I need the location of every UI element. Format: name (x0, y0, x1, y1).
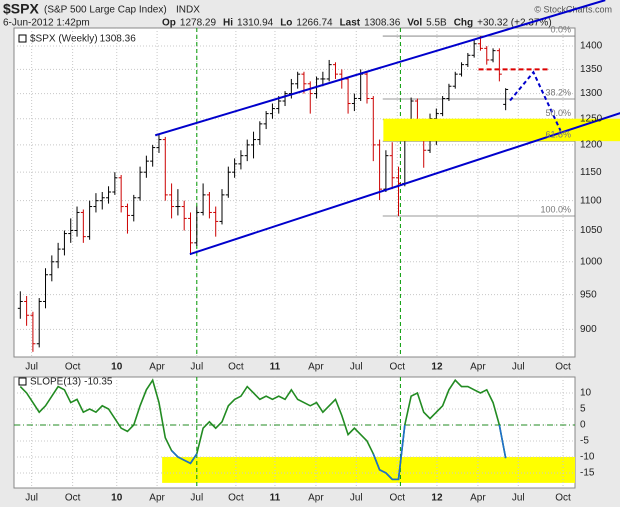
y-tick-label: 1250 (580, 113, 603, 124)
y-tick-label: 1050 (580, 225, 603, 236)
quote-value: +30.32 (+2.37%) (477, 18, 552, 29)
y-tick-label: 0 (580, 420, 586, 431)
quote-label: Op (162, 18, 176, 29)
y-tick-label: 1150 (580, 167, 602, 178)
x-tick-label: Oct (389, 362, 405, 373)
projection (509, 70, 562, 132)
x-tick-label: Jul (190, 362, 203, 373)
quote-value: 5.5B (426, 18, 447, 29)
x-tick-label: Apr (149, 362, 165, 373)
header-quote: Op 1278.29 Hi 1310.94 Lo 1266.74 Last 1308.36 Vo… (162, 18, 552, 29)
x-tick-label: Jul (350, 493, 363, 504)
quote-value: 1266.74 (296, 18, 333, 29)
slope-line-low (372, 424, 406, 481)
x-tick-label: Oct (65, 493, 81, 504)
trend-channel (154, 0, 606, 137)
x-tick-label: Oct (555, 362, 571, 373)
x-tick-label: Apr (308, 362, 324, 373)
quote-value: 1278.29 (180, 18, 217, 29)
y-tick-label: 5 (580, 404, 586, 415)
x-tick-label: 11 (270, 493, 281, 504)
quote-label: Vol (407, 18, 422, 29)
legend-icon (18, 34, 27, 43)
x-tick-label: Apr (470, 493, 486, 504)
x-tick-label: 10 (111, 362, 123, 373)
x-tick-label: Apr (470, 362, 486, 373)
chart-title: $SPX (3, 1, 39, 17)
fib-label: 0.0% (550, 24, 571, 34)
x-tick-label: 11 (270, 362, 281, 373)
x-tick-label: 12 (431, 362, 443, 373)
fib-label: 50.0% (545, 108, 571, 118)
quote-label: Chg (454, 18, 473, 29)
x-tick-label: Jul (350, 362, 363, 373)
legend: SLOPE(13) (30, 377, 81, 388)
quote-value: 1310.94 (237, 18, 274, 29)
y-tick-label: 1300 (580, 88, 603, 99)
date: 6-Jun-2012 1:42pm (3, 18, 90, 29)
price-panel (13, 27, 576, 358)
quote-label: Hi (223, 18, 233, 29)
quote-label: Lo (280, 18, 292, 29)
y-tick-label: 1100 (580, 195, 602, 206)
y-tick-label: 900 (580, 324, 597, 335)
x-tick-label: Jul (512, 362, 525, 373)
y-tick-label: 1000 (580, 256, 603, 267)
overlay (154, 0, 620, 256)
x-tick-label: Oct (555, 493, 571, 504)
y-tick-label: 10 (580, 388, 592, 399)
legend-value: -10.35 (84, 377, 113, 388)
y-tick-label: 1200 (580, 140, 603, 151)
quote-label: Last (340, 18, 361, 29)
x-tick-label: Oct (228, 362, 244, 373)
x-tick-label: 10 (111, 493, 123, 504)
fib-label: 38.2% (545, 87, 571, 97)
slope-line (19, 378, 507, 481)
quote-value: 1308.36 (364, 18, 401, 29)
x-tick-label: Oct (228, 493, 244, 504)
x-tick-label: Jul (190, 493, 203, 504)
fib-label: 100.0% (540, 204, 571, 214)
y-tick-label: -5 (580, 436, 589, 447)
x-tick-label: Oct (65, 362, 81, 373)
y-tick-label: 950 (580, 289, 597, 300)
y-tick-label: 1400 (580, 41, 603, 52)
slope-line-low (171, 450, 198, 465)
y-tick-label: 1350 (580, 64, 603, 75)
slope-line-low (498, 424, 507, 459)
x-tick-label: Jul (25, 362, 38, 373)
plot (14, 377, 575, 488)
trend-channel (189, 112, 620, 256)
plot (14, 28, 575, 357)
x-tick-label: Apr (149, 493, 165, 504)
x-tick-label: Oct (389, 493, 405, 504)
chart-subtitle: (S&P 500 Large Cap Index) (44, 5, 167, 16)
y-tick-label: -15 (580, 468, 595, 479)
x-tick-label: Jul (25, 493, 38, 504)
legend-icon (18, 377, 27, 386)
highlight-zone (383, 118, 620, 142)
y-tick-label: -10 (580, 452, 595, 463)
exchange: INDX (176, 5, 200, 16)
x-tick-label: Jul (512, 493, 525, 504)
legend-value: 1308.36 (100, 34, 137, 45)
legend: $SPX (Weekly) (30, 34, 98, 45)
x-tick-label: Apr (308, 493, 324, 504)
x-tick-label: 12 (431, 493, 443, 504)
fib-label: 61.8% (545, 130, 571, 140)
highlight-zone (162, 456, 575, 483)
